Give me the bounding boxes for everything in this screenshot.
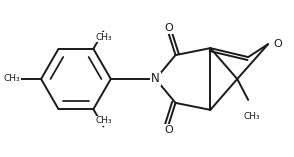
Text: N: N bbox=[151, 73, 160, 86]
Text: CH₃: CH₃ bbox=[4, 75, 20, 84]
Text: O: O bbox=[164, 23, 173, 33]
Text: O: O bbox=[273, 39, 282, 49]
Text: O: O bbox=[164, 125, 173, 135]
Text: CH₃: CH₃ bbox=[244, 112, 260, 121]
Text: CH₃: CH₃ bbox=[95, 116, 112, 125]
Text: CH₃: CH₃ bbox=[95, 32, 112, 42]
